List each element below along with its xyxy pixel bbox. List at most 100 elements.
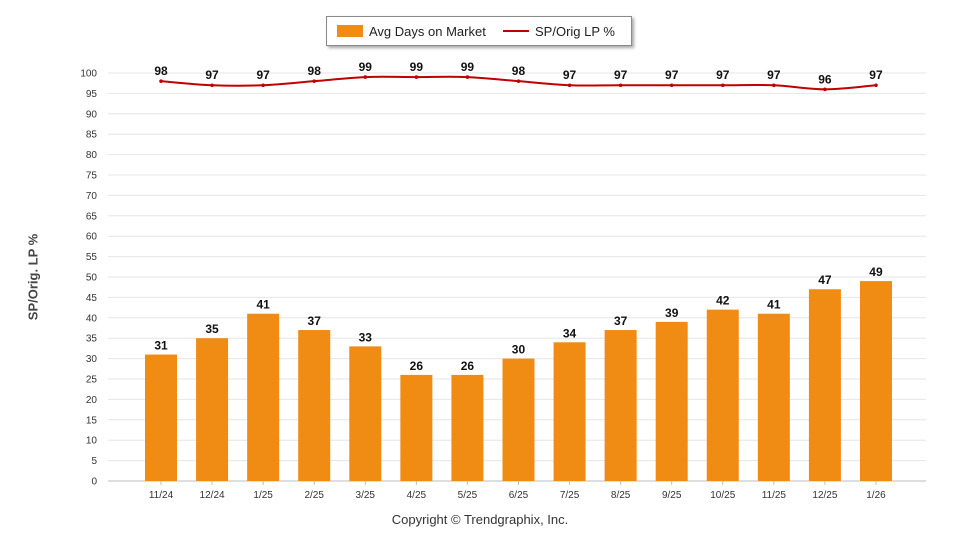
- x-tick-label: 6/25: [509, 490, 529, 501]
- y-tick-label: 95: [86, 89, 98, 100]
- y-tick-label: 70: [86, 191, 98, 202]
- bar[interactable]: [604, 330, 637, 481]
- y-tick-label: 0: [91, 477, 97, 488]
- y-tick-label: 20: [86, 395, 98, 406]
- line-value-label: 97: [665, 68, 679, 82]
- x-tick-label: 1/26: [866, 490, 886, 501]
- line-point[interactable]: [159, 79, 163, 83]
- bar[interactable]: [706, 309, 739, 481]
- bar-value-label: 37: [308, 314, 322, 328]
- bar[interactable]: [757, 313, 790, 481]
- bar-value-label: 31: [154, 339, 168, 353]
- y-tick-label: 75: [86, 171, 98, 182]
- line-point[interactable]: [312, 79, 317, 83]
- bar[interactable]: [553, 342, 586, 481]
- y-axis-title: SP/Orig. LP %: [25, 233, 41, 321]
- x-tick-label: 1/25: [253, 490, 273, 501]
- bar-value-label: 26: [461, 359, 475, 373]
- line-point[interactable]: [516, 79, 521, 83]
- bar-value-label: 49: [869, 265, 883, 279]
- x-tick-label: 11/25: [762, 490, 787, 501]
- y-tick-label: 40: [86, 313, 98, 324]
- line-value-label: 96: [818, 72, 832, 86]
- legend-label-avg-days: Avg Days on Market: [369, 23, 486, 39]
- line-value-label: 98: [308, 64, 322, 78]
- line-value-label: 97: [205, 68, 219, 82]
- line-value-label: 99: [410, 60, 424, 74]
- x-tick-label: 11/24: [149, 490, 174, 501]
- line-value-label: 97: [767, 68, 781, 82]
- y-tick-label: 90: [86, 109, 98, 120]
- line-value-label: 97: [563, 68, 577, 82]
- y-tick-label: 100: [80, 69, 97, 80]
- line-point[interactable]: [618, 83, 623, 88]
- line-value-label: 97: [716, 68, 730, 82]
- bar-value-label: 34: [563, 326, 577, 340]
- bar[interactable]: [298, 330, 331, 481]
- line-point[interactable]: [210, 83, 214, 88]
- legend: Avg Days on Market SP/Orig LP %: [326, 16, 632, 46]
- line-point[interactable]: [772, 83, 776, 88]
- y-tick-label: 60: [86, 232, 98, 243]
- line-point[interactable]: [261, 83, 265, 88]
- x-tick-label: 5/25: [458, 490, 478, 501]
- bar[interactable]: [145, 354, 177, 481]
- line-value-label: 98: [154, 64, 168, 78]
- line-value-label: 97: [614, 68, 628, 82]
- y-tick-label: 65: [86, 211, 98, 222]
- bar-value-label: 42: [716, 294, 730, 308]
- x-tick-label: 4/25: [407, 490, 427, 501]
- bar[interactable]: [349, 346, 382, 481]
- line-value-label: 99: [359, 60, 373, 74]
- copyright-text: Copyright © Trendgraphix, Inc.: [391, 512, 569, 527]
- bar-value-label: 35: [205, 322, 219, 336]
- bar-value-label: 37: [614, 314, 628, 328]
- bar[interactable]: [196, 338, 229, 481]
- legend-label-sp-orig: SP/Orig LP %: [535, 23, 615, 39]
- y-tick-label: 10: [86, 436, 98, 447]
- y-tick-label: 30: [86, 354, 98, 365]
- x-tick-label: 3/25: [356, 490, 376, 501]
- x-tick-label: 12/24: [200, 490, 225, 501]
- line-value-label: 97: [869, 68, 883, 82]
- line-point[interactable]: [669, 83, 674, 88]
- legend-item-avg-days[interactable]: Avg Days on Market: [337, 17, 486, 45]
- line-point[interactable]: [720, 83, 725, 88]
- x-tick-label: 7/25: [560, 490, 580, 501]
- bar-value-label: 26: [410, 359, 424, 373]
- line-point[interactable]: [567, 83, 572, 88]
- line-point[interactable]: [823, 87, 827, 92]
- bar-value-label: 39: [665, 306, 679, 320]
- y-tick-label: 25: [86, 375, 98, 386]
- line-value-label: 98: [512, 64, 526, 78]
- bar[interactable]: [655, 321, 688, 481]
- y-tick-label: 35: [86, 334, 98, 345]
- bar-value-label: 33: [359, 330, 373, 344]
- bar[interactable]: [400, 374, 433, 481]
- bar[interactable]: [808, 289, 841, 481]
- bar-value-label: 30: [512, 343, 526, 357]
- line-value-label: 99: [461, 60, 475, 74]
- line-point[interactable]: [874, 83, 878, 88]
- bar[interactable]: [247, 313, 280, 481]
- bar[interactable]: [451, 374, 484, 481]
- legend-item-sp-orig[interactable]: SP/Orig LP %: [503, 17, 615, 45]
- line-value-label: 97: [256, 68, 270, 82]
- x-tick-label: 8/25: [611, 490, 631, 501]
- y-tick-label: 5: [91, 456, 97, 467]
- y-tick-label: 85: [86, 130, 98, 141]
- line-point[interactable]: [414, 75, 419, 79]
- bar[interactable]: [859, 281, 892, 481]
- legend-line-swatch: [503, 30, 529, 32]
- y-tick-label: 50: [86, 273, 98, 284]
- bar[interactable]: [502, 358, 535, 481]
- x-tick-label: 12/25: [812, 490, 837, 501]
- x-tick-label: 9/25: [662, 490, 682, 501]
- line-point[interactable]: [465, 75, 470, 79]
- y-tick-label: 80: [86, 150, 98, 161]
- bar-value-label: 47: [818, 273, 832, 287]
- line-point[interactable]: [363, 75, 368, 79]
- x-tick-label: 2/25: [304, 490, 324, 501]
- x-tick-label: 10/25: [710, 490, 735, 501]
